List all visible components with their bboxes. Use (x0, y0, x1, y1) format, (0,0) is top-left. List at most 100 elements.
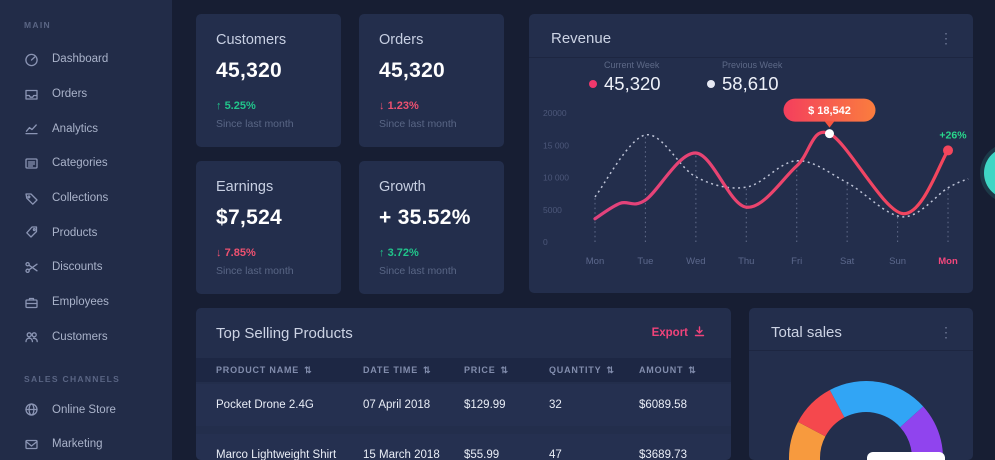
arrow-down-icon: ↓ (216, 247, 222, 259)
sidebar-item-marketing[interactable]: Marketing (0, 427, 172, 460)
legend-dot-icon (589, 80, 597, 88)
svg-text:10 000: 10 000 (543, 173, 569, 183)
orders-icon (24, 87, 39, 102)
sidebar-item-label: Collections (52, 192, 109, 205)
sidebar-section-sales-channels: SALES CHANNELS (24, 374, 121, 385)
sort-icon: ⇅ (423, 364, 432, 375)
export-label: Export (651, 327, 688, 339)
marketing-icon (24, 437, 39, 452)
column-header-product-name[interactable]: PRODUCT NAME ⇅ (216, 364, 313, 376)
cell-date-time: 07 April 2018 (363, 399, 431, 411)
stat-value: 45,320 (379, 59, 446, 82)
delta-value: 5.25% (224, 100, 256, 112)
stat-card-growth: Growth + 35.52% ↑ 3.72% Since last month (359, 161, 504, 294)
svg-text:0: 0 (543, 237, 548, 247)
stat-value: + 35.52% (379, 206, 471, 229)
column-header-price[interactable]: PRICE ⇅ (464, 364, 509, 376)
cell-amount: $3689.73 (639, 449, 687, 460)
categories-icon (24, 156, 39, 171)
sort-icon: ⇅ (688, 364, 697, 375)
revenue-header: Revenue ⋮ (529, 14, 973, 58)
sidebar-item-online-store[interactable]: Online Store (0, 392, 172, 427)
stat-title: Earnings (216, 179, 274, 195)
sort-icon: ⇅ (606, 364, 615, 375)
sidebar-item-label: Online Store (52, 403, 116, 416)
sidebar-item-label: Employees (52, 296, 109, 309)
sidebar-item-label: Marketing (52, 438, 103, 451)
stat-note: Since last month (379, 118, 457, 130)
stat-delta: ↑ 5.25% (216, 100, 321, 112)
legend-label: Current Week (604, 60, 660, 70)
legend-current-week: Current Week 45,320 (589, 60, 661, 95)
table-title: Top Selling Products (216, 324, 353, 342)
sidebar-item-categories[interactable]: Categories (0, 146, 172, 181)
svg-text:$ 18,542: $ 18,542 (808, 105, 851, 117)
stat-note: Since last month (216, 118, 294, 130)
sidebar-item-label: Discounts (52, 261, 103, 274)
svg-text:Sat: Sat (840, 256, 855, 267)
sidebar-item-products[interactable]: Products (0, 215, 172, 250)
floating-action-button[interactable] (984, 147, 995, 199)
total-sales-card: Total sales ⋮ (749, 308, 973, 460)
column-header-quantity[interactable]: QUANTITY ⇅ (549, 364, 615, 376)
stat-delta: ↑ 3.72% (379, 247, 484, 259)
legend-value: 58,610 (722, 73, 779, 94)
cell-product-name: Pocket Drone 2.4G (216, 399, 314, 411)
delta-value: 1.23% (387, 100, 419, 112)
export-button[interactable]: Export (652, 326, 705, 340)
sidebar-item-label: Products (52, 226, 98, 239)
svg-text:Wed: Wed (686, 256, 705, 267)
column-header-amount[interactable]: AMOUNT ⇅ (639, 364, 697, 376)
arrow-up-icon: ↑ (379, 247, 385, 259)
legend-label: Previous Week (722, 60, 783, 70)
legend-value: 45,320 (604, 73, 661, 94)
delta-value: 3.72% (387, 247, 419, 259)
stat-card-customers: Customers 45,320 ↑ 5.25% Since last mont… (196, 14, 341, 147)
download-icon (694, 326, 705, 340)
cell-date-time: 15 March 2018 (363, 449, 440, 460)
sidebar-item-dashboard[interactable]: Dashboard (0, 42, 172, 77)
svg-text:20000: 20000 (543, 108, 567, 118)
total-sales-header: Total sales ⋮ (749, 308, 973, 351)
customers-icon (24, 329, 39, 344)
sidebar-item-discounts[interactable]: Discounts (0, 250, 172, 285)
legend-previous-week: Previous Week 58,610 (707, 60, 782, 95)
column-header-date-time[interactable]: DATE TIME ⇅ (363, 364, 432, 376)
kebab-menu-icon[interactable]: ⋮ (939, 324, 953, 340)
sidebar-item-collections[interactable]: Collections (0, 181, 172, 216)
top-selling-products-card: Top Selling Products Export PRODUCT NAME… (196, 308, 731, 460)
online-store-icon (24, 402, 39, 417)
cell-quantity: 47 (549, 449, 562, 460)
cell-price: $129.99 (464, 399, 506, 411)
donut-tooltip (867, 452, 945, 460)
stat-title: Growth (379, 179, 426, 195)
sidebar-item-customers[interactable]: Customers (0, 320, 172, 355)
cell-price: $55.99 (464, 449, 500, 460)
stat-value: 45,320 (216, 59, 283, 82)
sidebar-item-label: Customers (52, 330, 108, 343)
table-column-headers: PRODUCT NAME ⇅ DATE TIME ⇅ PRICE ⇅ QUANTITY… (196, 358, 731, 382)
stat-value: $7,524 (216, 206, 283, 229)
dashboard-icon (24, 52, 39, 67)
total-sales-donut-chart[interactable] (749, 308, 973, 460)
sidebar-item-orders[interactable]: Orders (0, 77, 172, 112)
kebab-menu-icon[interactable]: ⋮ (939, 30, 953, 46)
revenue-card: Revenue ⋮ Current Week 45,320 Previous W… (529, 14, 973, 293)
svg-text:Tue: Tue (637, 256, 653, 267)
stat-title: Orders (379, 32, 424, 48)
stat-delta: ↓ 1.23% (379, 100, 484, 112)
arrow-down-icon: ↓ (379, 100, 385, 112)
table-row[interactable]: Pocket Drone 2.4G 07 April 2018 $129.99 … (196, 384, 731, 426)
revenue-line-chart[interactable]: 20000 15 000 10 000 5000 0 Mon Tue Wed Thu Fri Sat… (529, 14, 973, 293)
stat-delta: ↓ 7.85% (216, 247, 321, 259)
stat-note: Since last month (216, 265, 294, 277)
svg-text:Mon: Mon (586, 256, 604, 267)
sidebar-item-label: Orders (52, 88, 88, 101)
table-row[interactable]: Marco Lightweight Shirt 15 March 2018 $5… (196, 434, 731, 460)
svg-text:15 000: 15 000 (543, 140, 569, 150)
sidebar-item-analytics[interactable]: Analytics (0, 111, 172, 146)
analytics-icon (24, 121, 39, 136)
collections-icon (24, 191, 39, 206)
sidebar-item-employees[interactable]: Employees (0, 285, 172, 320)
